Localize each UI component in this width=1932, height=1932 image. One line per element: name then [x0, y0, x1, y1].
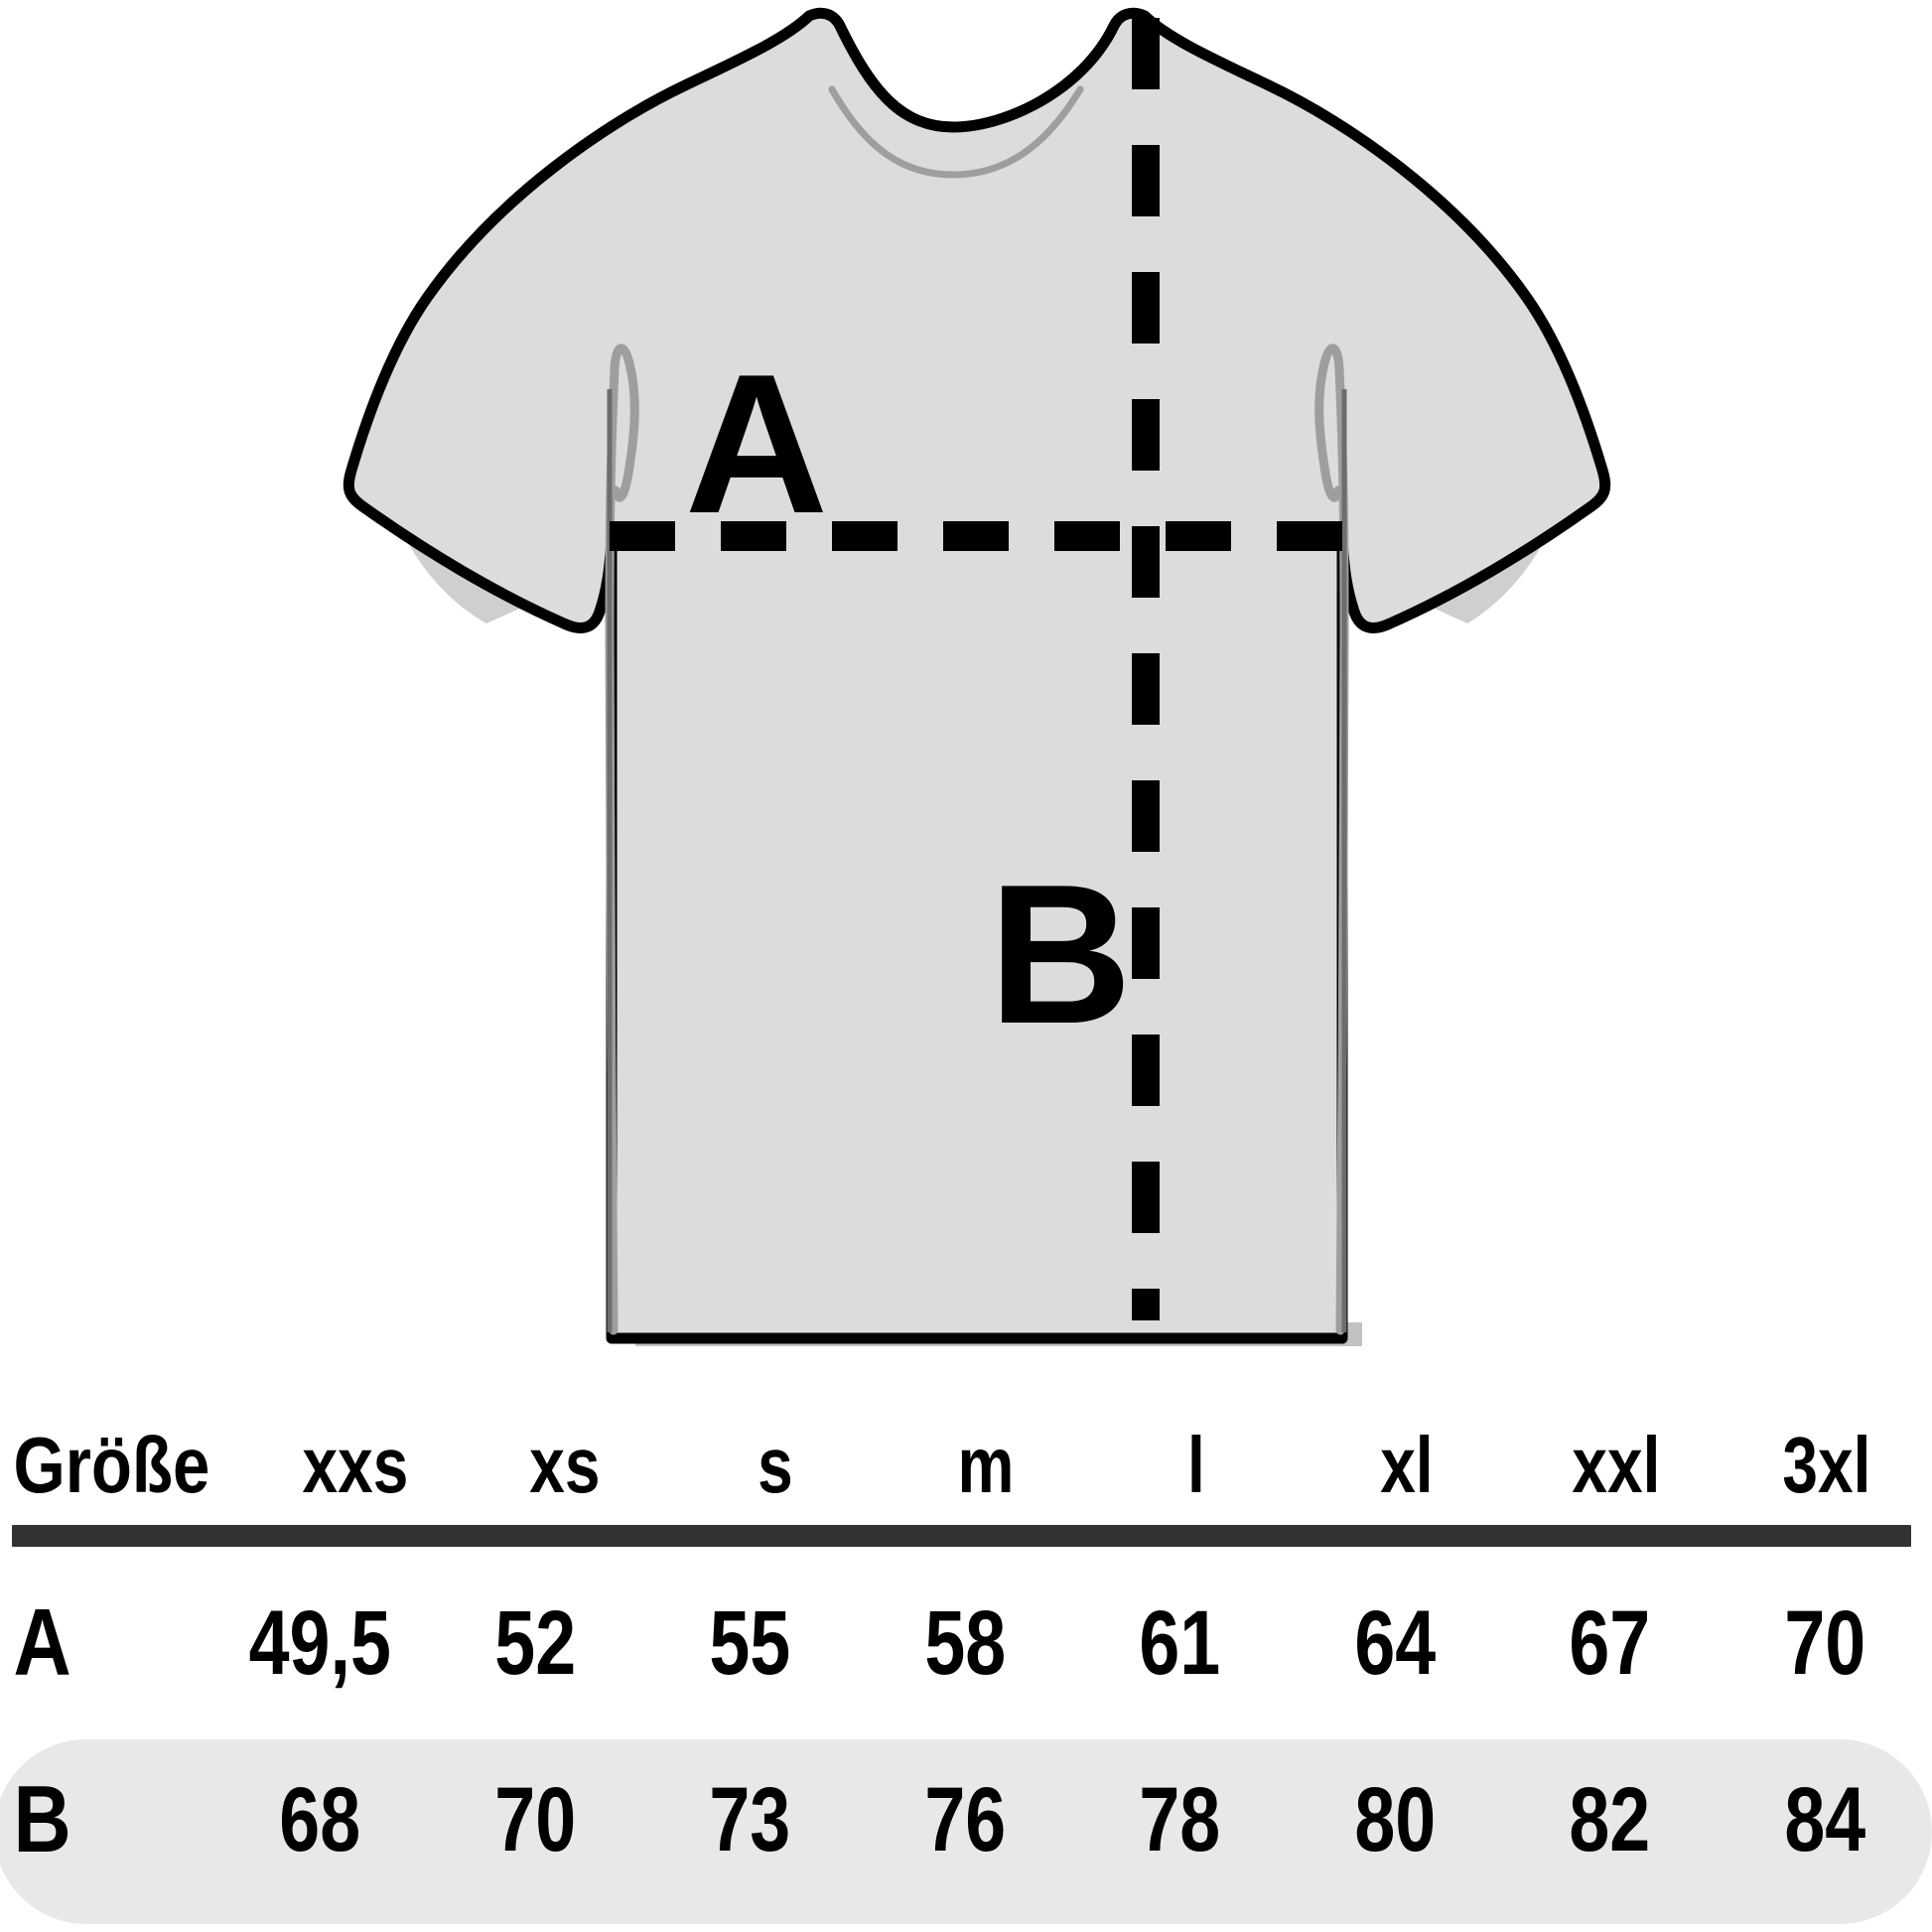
- tshirt-outline: [343, 7, 1611, 1344]
- header-size-s: s: [758, 1421, 793, 1509]
- header-size-xs: xs: [529, 1421, 601, 1509]
- row-b-value-s: 73: [709, 1769, 791, 1870]
- tshirt-svg: A B: [343, 7, 1611, 1346]
- size-table: Größe xxs xs s m l xl xxl 3xl A 49,5 52 …: [0, 1398, 1932, 1932]
- header-size-3xl: 3xl: [1782, 1421, 1871, 1509]
- header-size-xxl: xxl: [1572, 1421, 1661, 1509]
- row-a-value-xl: 64: [1353, 1592, 1436, 1694]
- row-a-value-xs: 52: [493, 1592, 576, 1694]
- row-a-value-3xl: 70: [1783, 1592, 1865, 1694]
- row-b-value-l: 78: [1139, 1769, 1221, 1870]
- row-b-value-xl: 80: [1353, 1769, 1436, 1870]
- header-size-xl: xl: [1379, 1421, 1434, 1509]
- table-row: B 68 70 73 76 78 80 82 84: [0, 1725, 1932, 1914]
- row-b-value-m: 76: [923, 1769, 1006, 1870]
- row-b-label: B: [13, 1766, 71, 1872]
- tshirt-illustration: A B: [343, 7, 1611, 1346]
- marker-label-a: A: [685, 334, 828, 555]
- table-header-row: Größe xxs xs s m l xl xxl 3xl: [0, 1406, 1932, 1525]
- row-b-value-xs: 70: [493, 1769, 576, 1870]
- header-size-xxs: xxs: [302, 1421, 408, 1509]
- header-size-m: m: [957, 1421, 1015, 1509]
- row-a-value-l: 61: [1139, 1592, 1221, 1694]
- row-a-value-m: 58: [923, 1592, 1006, 1694]
- row-a-value-xxl: 67: [1569, 1592, 1651, 1694]
- row-b-value-xxs: 68: [279, 1769, 361, 1870]
- row-a-value-xxs: 49,5: [248, 1592, 391, 1694]
- row-a-label: A: [13, 1589, 71, 1696]
- header-row-label: Größe: [13, 1421, 210, 1509]
- header-size-l: l: [1186, 1421, 1205, 1509]
- row-b-value-3xl: 84: [1783, 1769, 1865, 1870]
- header-divider-rule: [12, 1525, 1911, 1547]
- marker-label-b: B: [989, 844, 1132, 1065]
- row-b-highlight-band: [0, 1739, 1932, 1924]
- row-a-value-s: 55: [709, 1592, 791, 1694]
- row-b-value-xxl: 82: [1569, 1769, 1651, 1870]
- table-row: A 49,5 52 55 58 61 64 67 70: [0, 1569, 1932, 1718]
- collar-seam: [828, 85, 1084, 179]
